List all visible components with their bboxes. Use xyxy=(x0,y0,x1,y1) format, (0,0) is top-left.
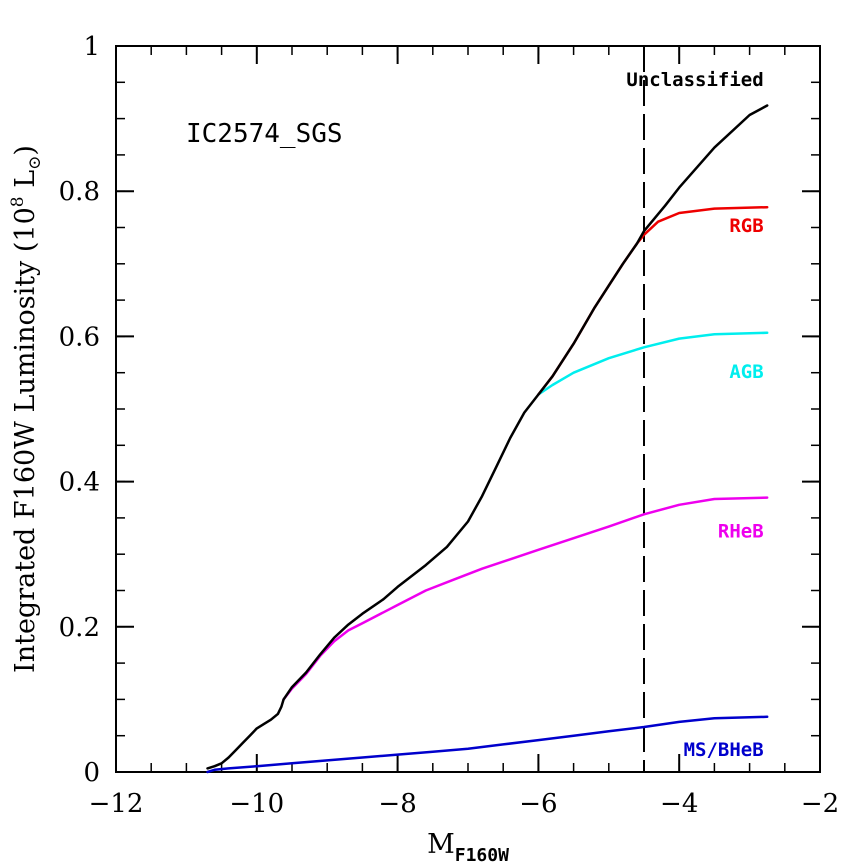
major-ticks xyxy=(115,45,821,773)
y-tick-labels: 0 0.2 0.4 0.6 0.8 1 xyxy=(59,32,100,788)
series-line-rheb xyxy=(282,496,769,701)
x-tick-label: −8 xyxy=(378,789,416,819)
sun-symbol: ⊙ xyxy=(25,156,45,170)
y-axis-title-main: Integrated F160W Luminosity (10 xyxy=(10,207,41,673)
y-tick-label: 0.2 xyxy=(59,613,100,643)
x-tick-label: −2 xyxy=(801,789,839,819)
y-tick-label: 0 xyxy=(83,758,100,788)
y-tick-label: 0.6 xyxy=(59,322,100,352)
series-labels: Unclassified RGB AGB RHeB MS/BHeB xyxy=(626,69,763,761)
x-tick-label: −6 xyxy=(519,789,557,819)
series-label-ms-bheb: MS/BHeB xyxy=(684,739,764,761)
x-axis-title-main: M xyxy=(427,829,455,860)
y-tick-label: 1 xyxy=(83,32,100,62)
y-tick-label: 0.8 xyxy=(59,177,100,207)
x-axis-title: MF160W xyxy=(427,829,509,865)
series-label-rheb: RHeB xyxy=(718,521,764,543)
y-axis-title: Integrated F160W Luminosity (108 L⊙) xyxy=(8,145,45,673)
x-tick-label: −10 xyxy=(229,789,284,819)
plot-frame xyxy=(115,45,821,773)
x-tick-labels: −12 −10 −8 −6 −4 −2 xyxy=(89,789,840,819)
galaxy-annotation: IC2574_SGS xyxy=(186,119,343,149)
y-axis-title-unit: L xyxy=(10,170,41,188)
series-line-ms-bheb xyxy=(206,715,769,774)
minor-ticks xyxy=(115,45,821,773)
series-label-rgb: RGB xyxy=(729,215,763,237)
series-line-unclassified xyxy=(206,104,769,770)
series-label-agb: AGB xyxy=(729,361,763,383)
x-tick-label: −4 xyxy=(660,789,698,819)
x-tick-label: −12 xyxy=(89,789,144,819)
series-label-unclassified: Unclassified xyxy=(626,69,763,91)
series-line-agb xyxy=(537,331,769,396)
x-axis-title-subscript: F160W xyxy=(455,845,509,865)
y-tick-label: 0.4 xyxy=(59,468,100,498)
series-lines xyxy=(206,104,769,774)
y-axis-title-exponent: 8 xyxy=(8,196,28,207)
